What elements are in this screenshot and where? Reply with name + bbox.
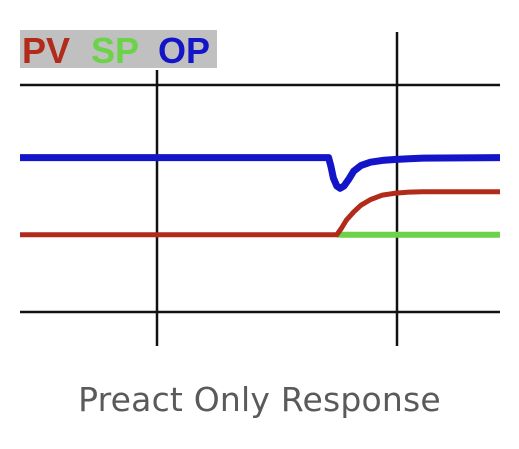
- chart-svg: PV SP OP: [20, 30, 501, 346]
- series-layer: [20, 154, 501, 238]
- chart-caption: Preact Only Response: [78, 380, 441, 419]
- legend: PV SP OP: [20, 30, 217, 71]
- legend-item-pv: PV: [22, 30, 70, 71]
- legend-item-op: OP: [158, 30, 210, 71]
- series-line-op: [20, 154, 501, 192]
- legend-background: [20, 30, 217, 68]
- grid-layer: [20, 32, 500, 346]
- legend-item-sp: SP: [91, 30, 139, 71]
- series-line-pv: [20, 189, 500, 238]
